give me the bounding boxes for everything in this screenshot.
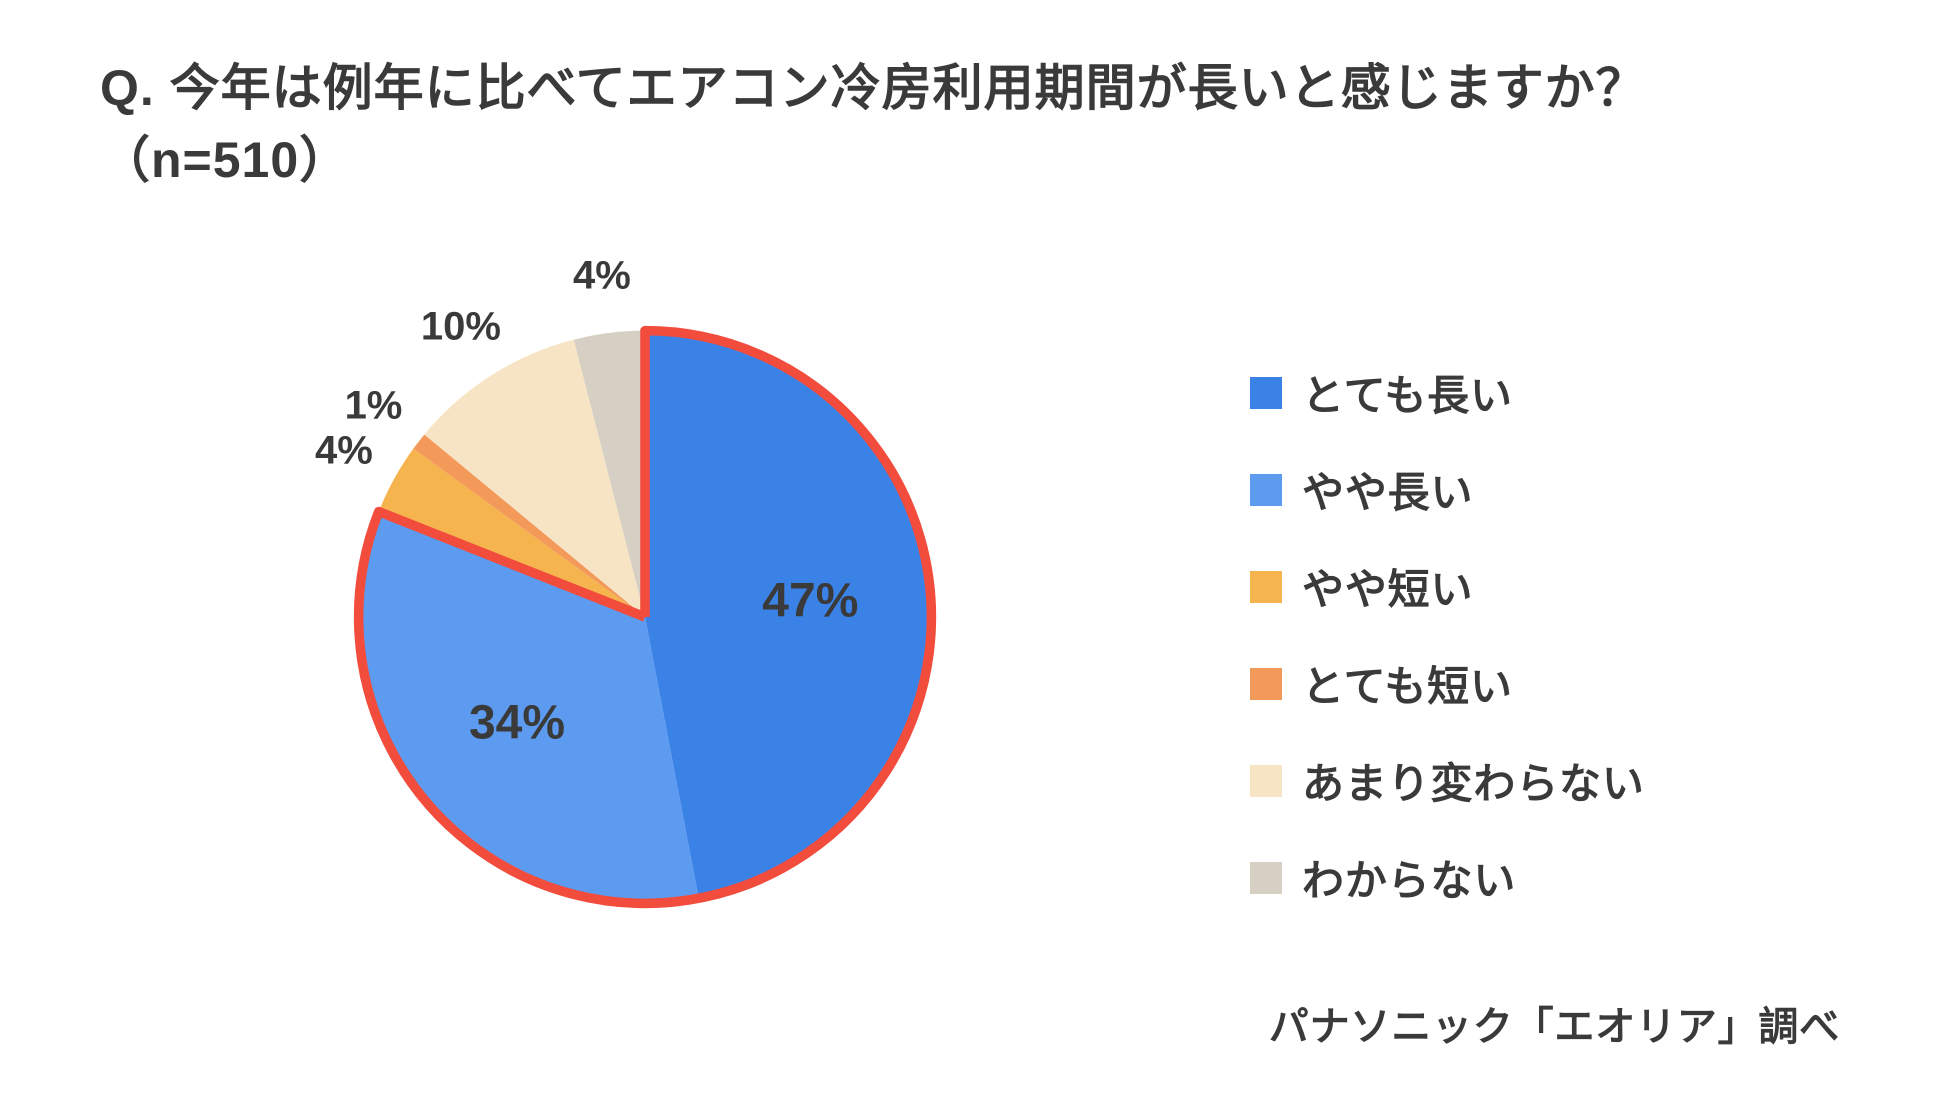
page: Q. 今年は例年に比べてエアコン冷房利用期間が長いと感じますか？（n=510） … — [0, 0, 1950, 1097]
legend-item: わからない — [1250, 847, 1645, 908]
legend-label: とても短い — [1302, 653, 1513, 714]
source-attribution: パナソニック「エオリア」調べ — [1269, 994, 1840, 1052]
legend-label: わからない — [1302, 847, 1516, 908]
legend-item: やや短い — [1250, 556, 1645, 617]
legend-swatch — [1250, 474, 1282, 506]
legend-swatch — [1250, 765, 1282, 797]
pie-percent-label: 4% — [573, 254, 631, 299]
legend-swatch — [1250, 862, 1282, 894]
pie-percent-label: 47% — [762, 574, 858, 629]
legend-item: やや長い — [1250, 459, 1645, 520]
legend-swatch — [1250, 571, 1282, 603]
legend-label: とても長い — [1302, 362, 1513, 423]
pie-percent-label: 10% — [421, 304, 501, 349]
pie-chart: 47%34%4%1%10%4% — [330, 302, 960, 932]
legend-item: とても長い — [1250, 362, 1645, 423]
legend-swatch — [1250, 668, 1282, 700]
chart-title: Q. 今年は例年に比べてエアコン冷房利用期間が長いと感じますか？（n=510） — [100, 48, 1860, 192]
chart-content: 47%34%4%1%10%4% とても長いやや長いやや短いとても短いあまり変わら… — [100, 202, 1860, 1102]
pie-percent-label: 1% — [345, 384, 403, 429]
legend-label: やや長い — [1302, 459, 1473, 520]
pie-percent-label: 34% — [469, 695, 565, 750]
legend-item: とても短い — [1250, 653, 1645, 714]
legend-item: あまり変わらない — [1250, 750, 1645, 811]
pie-svg — [330, 302, 960, 932]
legend-swatch — [1250, 377, 1282, 409]
legend-label: あまり変わらない — [1302, 750, 1645, 811]
legend-label: やや短い — [1302, 556, 1473, 617]
pie-percent-label: 4% — [315, 429, 373, 474]
legend: とても長いやや長いやや短いとても短いあまり変わらないわからない — [1250, 362, 1645, 908]
